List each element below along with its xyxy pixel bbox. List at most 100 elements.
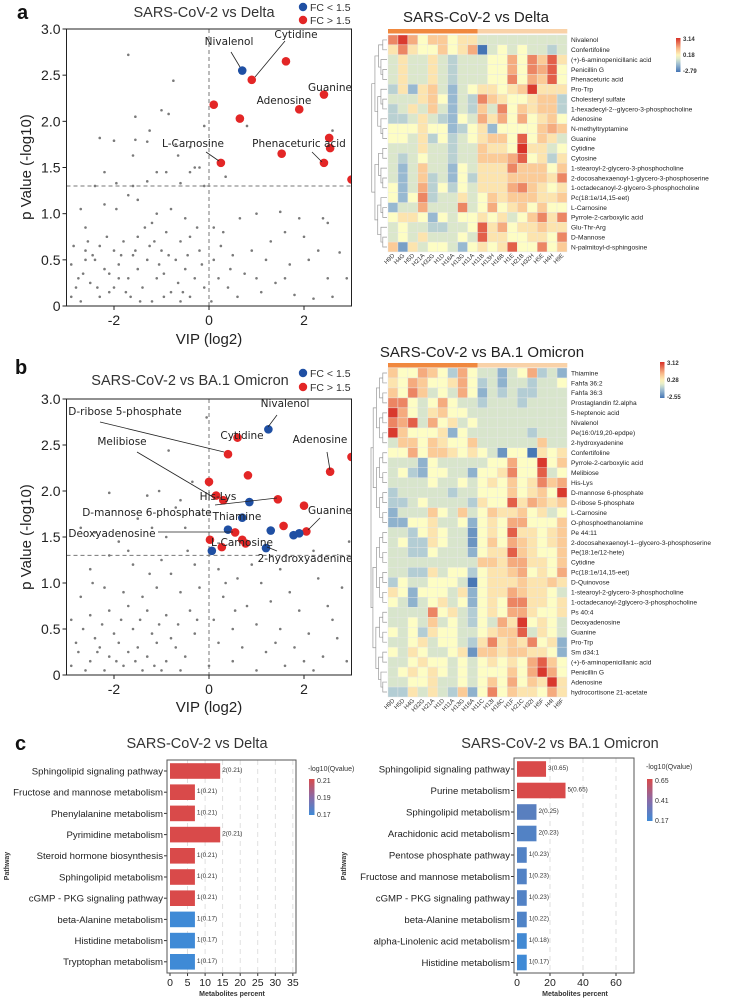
- pathway-label: beta-Alanine metabolism: [404, 915, 510, 926]
- heatmap-cell: [397, 74, 409, 85]
- background-point: [307, 258, 311, 262]
- heatmap-cell: [397, 34, 409, 46]
- heatmap-cell: [507, 377, 518, 389]
- heatmap-cell: [546, 627, 558, 638]
- heatmap-cell: [546, 407, 558, 419]
- heatmap-cell: [546, 417, 558, 429]
- heatmap-cell: [497, 212, 508, 223]
- heatmap-cell: [546, 202, 558, 213]
- heatmap-cell: [447, 507, 458, 518]
- bar-value-label: 1(0.21): [197, 894, 217, 901]
- heatmap-cell: [556, 143, 568, 154]
- heatmap-cell: [437, 636, 448, 648]
- heatmap-cell: [556, 487, 568, 498]
- heatmap-cell: [536, 477, 548, 488]
- column-group-bar: [557, 29, 568, 34]
- pathway-label: Fructose and mannose metabolism: [13, 788, 163, 799]
- highlighted-point: [233, 433, 242, 442]
- heatmap-cell: [546, 646, 558, 658]
- background-point: [134, 138, 137, 142]
- background-point: [124, 290, 128, 294]
- heatmap-cell: [387, 34, 399, 46]
- heatmap-cell: [507, 527, 518, 538]
- heatmap-cell: [527, 143, 538, 154]
- heatmap-cell: [387, 113, 399, 124]
- heatmap-cell: [517, 34, 528, 46]
- background-point: [98, 646, 102, 649]
- background-point: [269, 240, 273, 243]
- heatmap-cell: [387, 367, 399, 379]
- heatmap-cell: [457, 477, 468, 488]
- heatmap-cell: [527, 54, 538, 65]
- highlighted-point: [264, 425, 273, 434]
- background-point: [164, 170, 168, 174]
- heatmap-cell: [457, 447, 468, 458]
- heatmap-cell: [417, 497, 428, 508]
- column-group-bar: [487, 29, 498, 34]
- heatmap-cell: [477, 567, 488, 578]
- heatmap-cell: [397, 367, 409, 379]
- heatmap-cell: [467, 686, 478, 698]
- dendrogram-branch: [380, 226, 387, 243]
- heatmap-cell: [527, 537, 538, 548]
- background-point: [331, 618, 334, 622]
- background-point: [188, 295, 192, 299]
- heatmap-cell: [457, 192, 468, 203]
- heatmap-cell: [397, 627, 409, 638]
- y-tick-label: 3.0: [41, 21, 61, 37]
- background-point: [193, 632, 197, 635]
- heatmap-cell: [387, 686, 399, 698]
- x-tick-label: 25: [252, 977, 264, 989]
- heatmap-cell: [407, 507, 419, 518]
- background-point: [148, 129, 151, 132]
- heatmap-cell: [457, 676, 468, 688]
- heatmap-cell: [437, 666, 448, 678]
- background-point: [98, 295, 102, 299]
- heatmap-cell: [497, 517, 508, 528]
- y-tick-label: 0: [53, 298, 61, 314]
- heatmap-cell: [507, 457, 518, 468]
- annotation-leader-line: [230, 51, 241, 68]
- heatmap-cell: [477, 407, 488, 419]
- background-point: [134, 249, 137, 252]
- heatmap-cell: [447, 212, 458, 223]
- column-group-bar: [417, 29, 429, 34]
- heatmap-cell: [407, 44, 419, 55]
- background-point: [69, 263, 73, 266]
- background-point: [212, 258, 216, 262]
- heatmap-cell: [517, 517, 528, 528]
- colorbar-tick-label: 0.28: [667, 378, 679, 384]
- background-point: [107, 491, 111, 495]
- heatmap-cell: [527, 577, 538, 588]
- dendrogram-branch: [382, 148, 387, 159]
- dendrogram-branch: [382, 177, 387, 189]
- heatmap-cell: [387, 597, 399, 608]
- heatmap-cell: [517, 497, 528, 508]
- heatmap-cell: [487, 241, 498, 253]
- heatmap-cell: [467, 222, 478, 233]
- heatmap-cell: [556, 407, 568, 419]
- heatmap-cell: [507, 103, 518, 115]
- heatmap-cell: [536, 587, 548, 598]
- heatmap-cell: [507, 557, 518, 568]
- heatmap-cell: [457, 487, 468, 498]
- heatmap-cell: [437, 231, 448, 243]
- heatmap-row-label: Ps 40:4: [571, 610, 594, 617]
- annotation-leader-line: [99, 421, 225, 453]
- background-point: [88, 281, 92, 285]
- heatmap-cell: [427, 427, 438, 438]
- background-point: [297, 216, 301, 220]
- heatmap-cell: [487, 377, 498, 389]
- heatmap-cell: [407, 547, 419, 558]
- heatmap-cell: [527, 587, 538, 598]
- heatmap-cell: [556, 567, 568, 578]
- heatmap-cell: [447, 84, 458, 95]
- column-group-bar: [457, 29, 468, 34]
- pathway-label: Purine metabolism: [431, 786, 510, 797]
- point-annotation: Guanine: [308, 82, 352, 94]
- heatmap-cell: [447, 686, 458, 698]
- heatmap-cell: [527, 202, 538, 213]
- heatmap-cell: [527, 597, 538, 608]
- background-point: [243, 272, 246, 275]
- highlighted-point: [347, 175, 352, 184]
